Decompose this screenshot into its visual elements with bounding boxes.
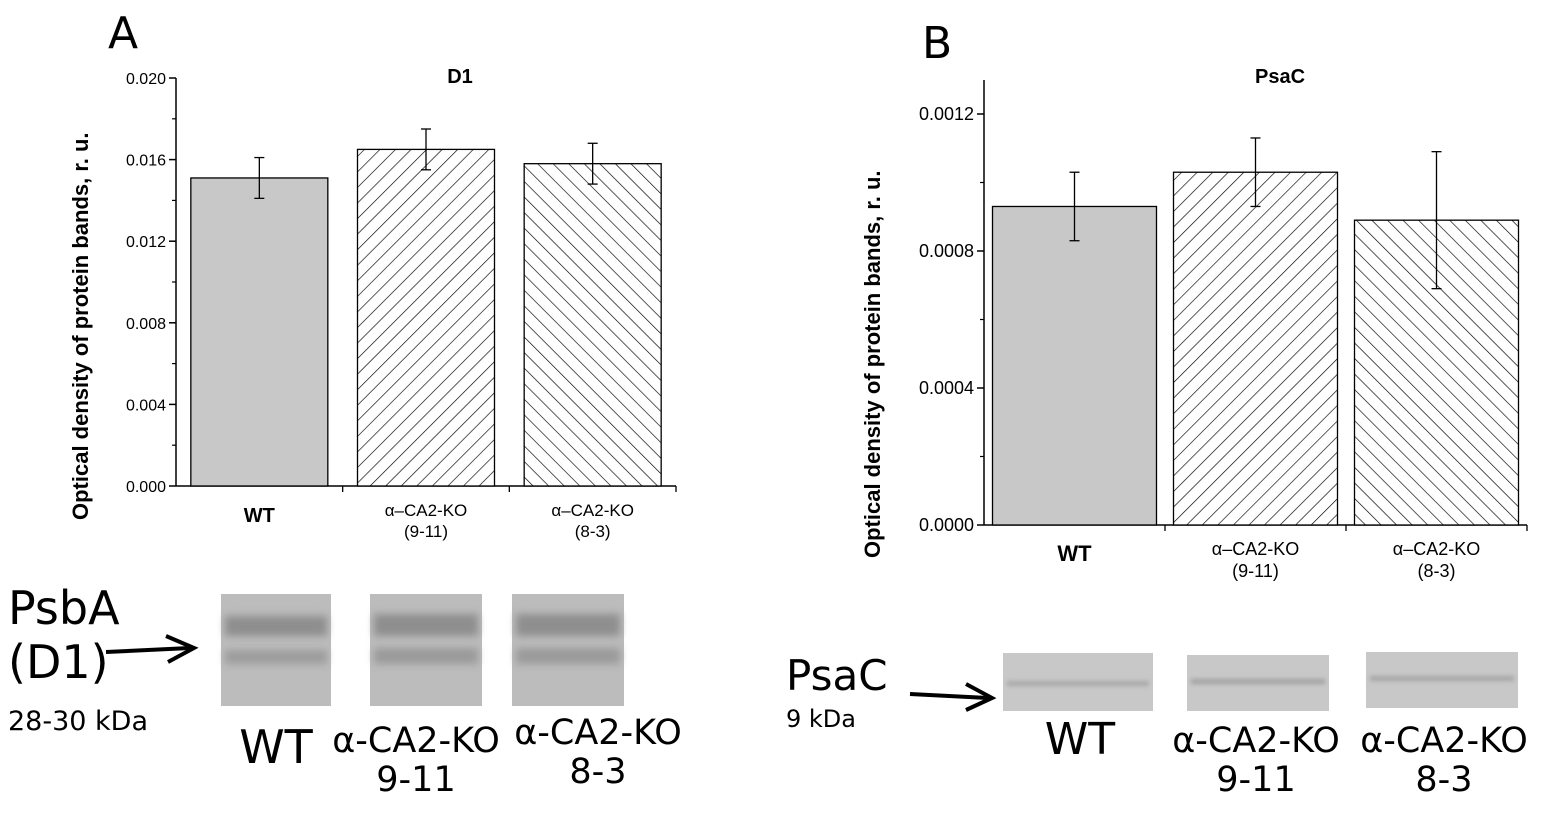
gel-a-lane-label-9-11-line2: 9-11: [376, 759, 456, 800]
chart-b-x-category-label: α–CA2-KO: [1212, 539, 1299, 559]
gel-a-lane-8-3: [512, 594, 624, 706]
gel-a-lane-wt: [221, 594, 331, 706]
gel-b-lane-9-11: [1187, 655, 1329, 711]
chart-b-x-category-label: α–CA2-KO: [1393, 539, 1480, 559]
chart-b-y-tick-label: 0.0012: [919, 104, 974, 124]
gel-a-lane-label-8-3: α-CA2-KO 8-3: [508, 714, 688, 791]
panel-a-letter: A: [108, 8, 139, 59]
gel-b-lane-label-9-11: α-CA2-KO 9-11: [1164, 722, 1348, 799]
chart-a-bar: [190, 177, 329, 487]
chart-b-y-tick-label: 0.0000: [919, 515, 974, 535]
gel-b-lane-label-8-3: α-CA2-KO 8-3: [1352, 722, 1536, 799]
chart-a-x-category-label: α–CA2-KO: [385, 501, 468, 520]
gel-b-lane-label-wt: WT: [1044, 714, 1116, 765]
chart-a-y-tick-label: 0.016: [126, 153, 166, 170]
gel-a-protein-label: PsbA: [8, 581, 120, 635]
gel-a-lane-label-9-11: α-CA2-KO 9-11: [326, 722, 506, 799]
gel-b-mass-label: 9 kDa: [786, 705, 856, 733]
chart-b-x-category-sublabel: (9-11): [1232, 561, 1279, 581]
gel-b-lane-label-8-3-line1: α-CA2-KO: [1360, 721, 1528, 761]
chart-a-bar: [523, 163, 662, 487]
chart-a-y-tick-label: 0.008: [126, 316, 166, 333]
gel-b-lane-label-9-11-line2: 9-11: [1216, 759, 1296, 800]
chart-a-x-category-label: α–CA2-KO: [551, 501, 634, 520]
gel-a-lane-label-wt: WT: [239, 720, 313, 774]
gel-a-lane-label-9-11-line1: α-CA2-KO: [332, 721, 500, 761]
chart-a-y-tick-label: 0.012: [126, 234, 166, 251]
chart-a-y-tick-label: 0.004: [126, 397, 166, 414]
gel-a-arrow-icon: [105, 634, 199, 664]
gel-a-lane-label-8-3-line1: α-CA2-KO: [514, 713, 682, 753]
chart-d1: 0.000 0.004 0.008 0.012 0.016 0.020 WT α–CA2-KO…: [126, 71, 677, 541]
gel-b-lane-wt: [1003, 653, 1153, 711]
gel-b-protein-label: PsaC: [786, 651, 888, 700]
gel-a-lane-9-11: [370, 594, 482, 706]
chart-b-x-category-label: WT: [1057, 541, 1092, 566]
gel-a-mass-label: 28-30 kDa: [8, 706, 149, 737]
chart-a-bar: [356, 148, 496, 487]
chart-b-bar: [991, 205, 1158, 526]
chart-a-y-tick-label: 0.020: [126, 71, 166, 88]
gel-a-lane-label-8-3-line2: 8-3: [569, 751, 627, 792]
gel-b-lane-8-3: [1366, 652, 1518, 708]
chart-a-x-category-label: WT: [244, 505, 275, 527]
chart-a-x-category-sublabel: (9-11): [404, 522, 448, 541]
chart-b-y-tick-label: 0.0008: [919, 241, 974, 261]
gel-a-protein-sub-label: (D1): [8, 635, 109, 689]
gel-b-arrow-icon: [909, 682, 996, 712]
gel-b-lane-label-8-3-line2: 8-3: [1415, 759, 1473, 800]
chart-b-bar: [1172, 171, 1339, 526]
gel-b-lane-label-9-11-line1: α-CA2-KO: [1172, 721, 1340, 761]
chart-b-x-category-sublabel: (8-3): [1417, 561, 1455, 581]
panel-a-chart-title: D1: [447, 66, 473, 88]
chart-a-x-category-sublabel: (8-3): [575, 522, 611, 541]
panel-b-chart-title: PsaC: [1254, 66, 1306, 88]
chart-b-y-tick-label: 0.0004: [919, 378, 974, 398]
panel-b-letter: B: [922, 18, 953, 69]
chart-a-y-tick-label: 0.000: [126, 479, 166, 496]
